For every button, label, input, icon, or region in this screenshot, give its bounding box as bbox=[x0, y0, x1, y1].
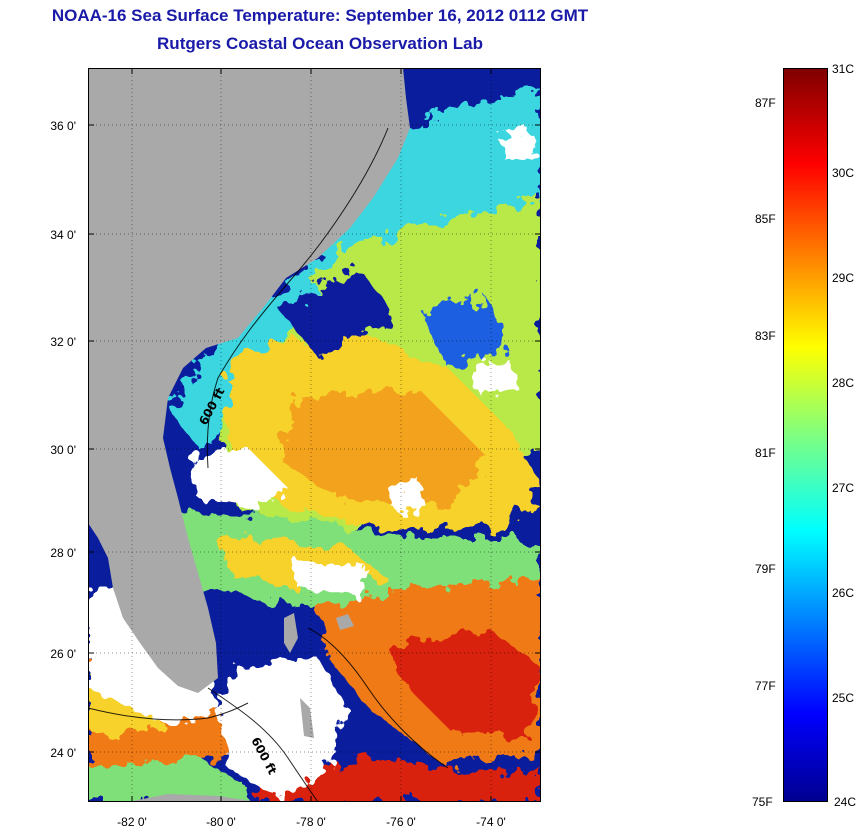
axis-ticks bbox=[88, 68, 541, 802]
lat-label-32: 32 0' bbox=[50, 335, 76, 349]
depth-contours bbox=[88, 127, 449, 802]
colorbar-celsius-label: 29C bbox=[832, 271, 855, 285]
lat-label-34: 34 0' bbox=[50, 228, 76, 242]
sst-map: 600 ft 600 ft bbox=[88, 68, 541, 802]
colorbar-celsius-label: 27C bbox=[832, 481, 855, 495]
colorbar bbox=[783, 68, 828, 802]
map-frame bbox=[88, 68, 541, 802]
lon-label-76: -76 0' bbox=[386, 815, 416, 829]
lat-label-36: 36 0' bbox=[50, 119, 76, 133]
colorbar-gradient bbox=[783, 68, 828, 802]
lat-label-26: 26 0' bbox=[50, 647, 76, 661]
colorbar-celsius-label: 28C bbox=[832, 376, 855, 390]
colorbar-fahrenheit-label: 83F bbox=[755, 329, 776, 343]
bahamas-island bbox=[300, 698, 314, 738]
colorbar-celsius-label: 31C bbox=[832, 62, 855, 76]
bahamas-island bbox=[336, 614, 354, 630]
bahamas-island bbox=[284, 613, 298, 653]
colorbar-fahrenheit-label: 85F bbox=[755, 212, 776, 226]
colorbar-fahrenheit-label: 77F bbox=[755, 679, 776, 693]
lat-label-30: 30 0' bbox=[50, 443, 76, 457]
colorbar-celsius-label: 30C bbox=[832, 166, 855, 180]
lat-label-24: 24 0' bbox=[50, 746, 76, 760]
colorbar-fahrenheit-label: 81F bbox=[755, 446, 776, 460]
colorbar-celsius-label: 24C bbox=[834, 795, 857, 809]
colorbar-fahrenheit-label: 87F bbox=[755, 96, 776, 110]
colorbar-celsius-label: 26C bbox=[832, 586, 855, 600]
cuba-land bbox=[128, 794, 258, 802]
lon-label-78: -78 0' bbox=[296, 815, 326, 829]
colorbar-fahrenheit-label: 75F bbox=[752, 795, 773, 809]
land-mass bbox=[88, 68, 410, 693]
colorbar-celsius-label: 25C bbox=[832, 691, 855, 705]
colorbar-fahrenheit-label: 79F bbox=[755, 562, 776, 576]
lon-label-74: -74 0' bbox=[476, 815, 506, 829]
lon-label-82: -82 0' bbox=[117, 815, 147, 829]
lon-label-80: -80 0' bbox=[206, 815, 236, 829]
map-title: NOAA-16 Sea Surface Temperature: Septemb… bbox=[51, 6, 589, 25]
map-subtitle: Rutgers Coastal Ocean Observation Lab bbox=[157, 34, 483, 53]
lat-label-28: 28 0' bbox=[50, 546, 76, 560]
